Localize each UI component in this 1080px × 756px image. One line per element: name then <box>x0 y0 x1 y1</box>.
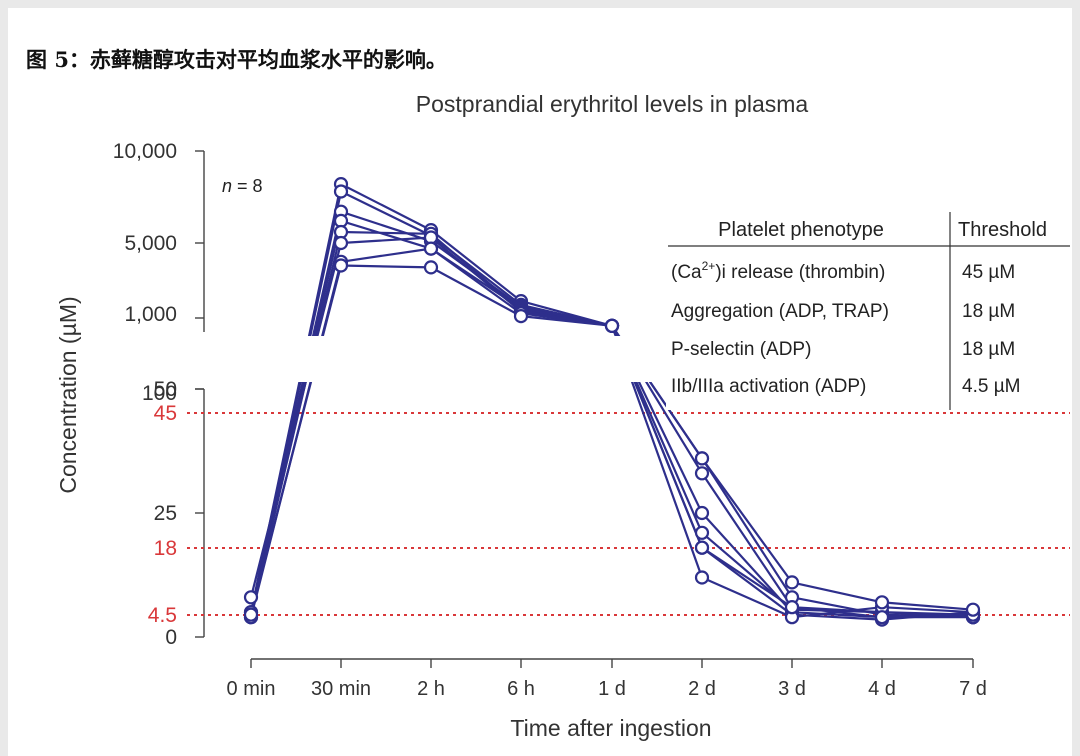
x-tick-label: 0 min <box>227 678 276 700</box>
data-point <box>784 575 800 590</box>
table-header-phenotype: Platelet phenotype <box>718 219 884 241</box>
table-background <box>666 210 1070 410</box>
chart-title: Postprandial erythritol levels in plasma <box>416 91 809 117</box>
x-tick-label: 2 h <box>417 678 445 700</box>
phenotype-superscript: 2+ <box>702 259 716 273</box>
figure-caption: 图 5：赤藓糖醇攻击对平均血浆水平的影响。 <box>26 44 447 74</box>
x-axis-label: Time after ingestion <box>510 715 711 741</box>
caption-text: ：赤藓糖醇攻击对平均血浆水平的影响。 <box>68 47 447 72</box>
data-point <box>965 602 981 617</box>
data-point <box>694 466 710 481</box>
data-series <box>190 177 1070 627</box>
data-point <box>694 505 710 521</box>
phenotype-text: (Ca <box>671 262 702 283</box>
threshold-table: Platelet phenotype Threshold (Ca2+)i relea… <box>666 210 1070 410</box>
data-point <box>694 570 710 585</box>
x-tick-label: 2 d <box>688 678 716 700</box>
threshold-label: 18 <box>154 537 177 560</box>
phenotype-text: Aggregation (ADP, TRAP) <box>671 301 889 322</box>
threshold-label: 45 <box>154 402 177 425</box>
y-tick-label: 5,000 <box>124 232 177 255</box>
sample-size-value: = 8 <box>232 176 263 196</box>
data-point <box>333 258 349 273</box>
x-tick-label: 1 d <box>598 678 626 700</box>
data-point <box>423 241 439 256</box>
phenotype-text: P-selectin (ADP) <box>671 339 811 360</box>
data-point <box>694 525 710 540</box>
table-threshold-cell: 18 µM <box>962 339 1015 360</box>
table-threshold-cell: 4.5 µM <box>962 376 1020 397</box>
sample-size-symbol: n <box>222 176 232 196</box>
threshold-lines: 45 18 4.5 <box>148 402 1070 627</box>
x-tick-label: 30 min <box>311 678 371 700</box>
table-phenotype-cell: IIb/IIIa activation (ADP) <box>671 376 866 397</box>
phenotype-text: )i release (thrombin) <box>715 262 885 283</box>
y-axis-label: Concentration (µM) <box>55 296 81 493</box>
data-point <box>513 309 529 324</box>
table-phenotype-cell: Aggregation (ADP, TRAP) <box>671 301 889 322</box>
y-tick-label: 0 <box>165 626 177 649</box>
table-threshold-cell: 18 µM <box>962 301 1015 322</box>
series-markers <box>243 177 981 627</box>
y-tick-label: 25 <box>154 502 177 525</box>
y-tick-label: 100 <box>142 382 177 405</box>
phenotype-text: IIb/IIIa activation (ADP) <box>671 376 866 397</box>
data-point <box>784 600 800 615</box>
data-point <box>694 540 710 555</box>
data-point <box>874 610 890 625</box>
sample-size-annotation: n = 8 <box>222 176 263 196</box>
x-tick-label: 7 d <box>959 678 987 700</box>
data-point <box>243 607 259 622</box>
caption-number: 5 <box>54 47 69 72</box>
caption-label: 图 <box>26 47 47 72</box>
data-point <box>423 260 439 275</box>
x-tick-label: 4 d <box>868 678 896 700</box>
data-point <box>874 595 890 610</box>
data-point <box>604 318 620 333</box>
table-header-threshold: Threshold <box>958 219 1047 241</box>
y-tick-label: 1,000 <box>124 303 177 326</box>
x-tick-label: 3 d <box>778 678 806 700</box>
table-phenotype-cell: P-selectin (ADP) <box>671 339 811 360</box>
data-point <box>243 590 259 605</box>
x-tick-label: 6 h <box>507 678 535 700</box>
y-tick-label: 10,000 <box>113 140 177 163</box>
table-phenotype-cell: (Ca2+)i release (thrombin) <box>671 259 885 283</box>
threshold-label: 4.5 <box>148 604 177 627</box>
data-point <box>333 235 349 251</box>
y-tick-label: 50 <box>154 378 177 401</box>
data-point <box>694 451 710 466</box>
table-threshold-cell: 45 µM <box>962 262 1015 283</box>
data-point <box>333 184 349 199</box>
